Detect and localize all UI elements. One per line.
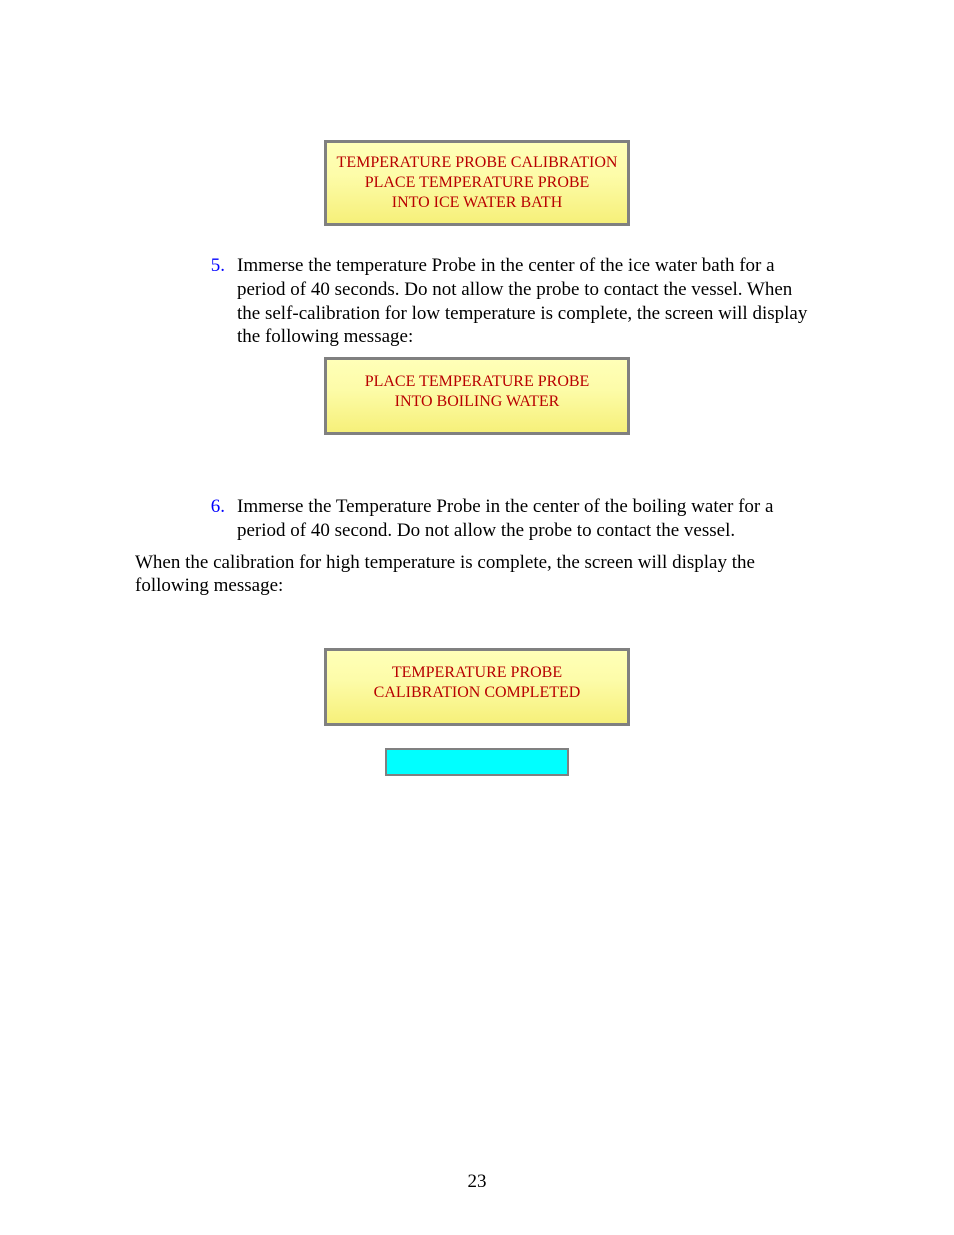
screen-line: INTO ICE WATER BATH: [335, 193, 619, 213]
blue-indicator-box: [385, 748, 569, 776]
step-6: 6. Immerse the Temperature Probe in the …: [195, 495, 819, 543]
screen-message-boiling: PLACE TEMPERATURE PROBE INTO BOILING WAT…: [324, 357, 630, 435]
screen-line: TEMPERATURE PROBE CALIBRATION: [335, 153, 619, 173]
screen-line: INTO BOILING WATER: [327, 392, 627, 412]
step-text: Immerse the temperature Probe in the cen…: [237, 254, 819, 349]
screen-line: PLACE TEMPERATURE PROBE: [327, 372, 627, 392]
list-marker: 6.: [195, 495, 237, 543]
screen-line: PLACE TEMPERATURE PROBE: [335, 173, 619, 193]
document-page: TEMPERATURE PROBE CALIBRATION PLACE TEMP…: [0, 0, 954, 1235]
page-number: 23: [0, 1171, 954, 1193]
screen-message-ice-bath: TEMPERATURE PROBE CALIBRATION PLACE TEMP…: [324, 140, 630, 226]
step-5: 5. Immerse the temperature Probe in the …: [195, 254, 819, 349]
closing-paragraph: When the calibration for high temperatur…: [135, 551, 819, 599]
screen-line: TEMPERATURE PROBE: [327, 663, 627, 683]
screen-line: CALIBRATION COMPLETED: [327, 683, 627, 703]
step-text: Immerse the Temperature Probe in the cen…: [237, 495, 819, 543]
screen-message-completed: TEMPERATURE PROBE CALIBRATION COMPLETED: [324, 648, 630, 726]
list-marker: 5.: [195, 254, 237, 349]
